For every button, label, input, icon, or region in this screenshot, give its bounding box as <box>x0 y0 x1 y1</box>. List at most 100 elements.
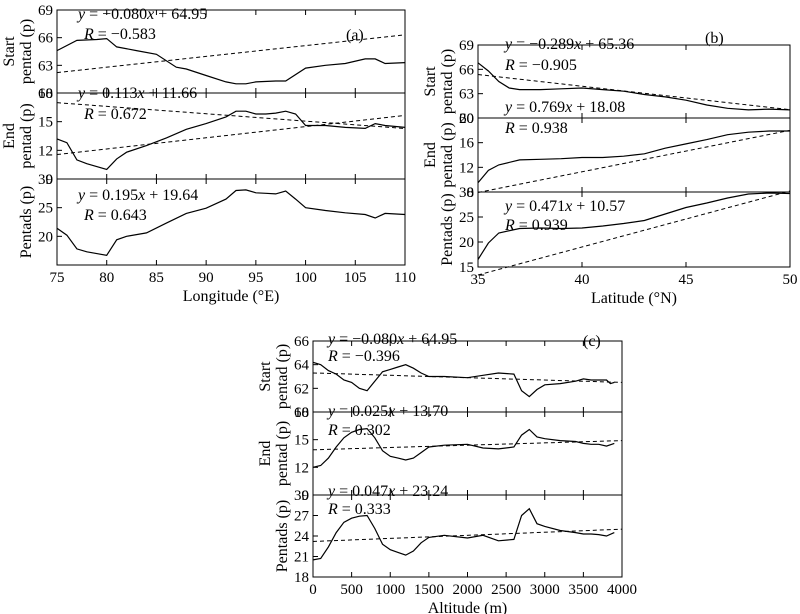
y-tick-label: 24 <box>294 529 310 545</box>
series-line <box>312 427 615 468</box>
y-tick-label: 62 <box>294 381 309 397</box>
x-tick-label: 85 <box>149 270 164 286</box>
x-tick-label: 95 <box>248 270 263 286</box>
correlation-label: R = −0.583 <box>83 26 156 43</box>
panel-label: (b) <box>705 30 724 47</box>
y-tick-label: 63 <box>459 87 474 103</box>
subplot-frame <box>56 178 406 266</box>
x-tick-label: 35 <box>471 272 486 288</box>
series-line <box>312 507 615 561</box>
series-line <box>477 62 791 111</box>
x-tick-label: 4000 <box>607 582 637 598</box>
y-tick-label: 18 <box>294 405 309 421</box>
y-tick-label: 60 <box>459 111 474 127</box>
y-axis-label: Start <box>422 66 439 97</box>
x-tick-label: 3500 <box>568 582 598 598</box>
y-axis-label: pentad (p) <box>18 19 35 84</box>
correlation-label: R = 0.643 <box>83 207 147 224</box>
y-tick-label: 9 <box>302 488 310 504</box>
y-tick-label: 15 <box>294 433 309 449</box>
y-axis-label: End <box>257 441 274 467</box>
y-tick-label: 64 <box>294 358 310 374</box>
trend-line <box>56 34 406 74</box>
series-line <box>56 110 406 171</box>
y-tick-label: 63 <box>38 58 53 74</box>
trend-line <box>56 102 406 130</box>
regression-equation: y = 0.025x + 13.70 <box>326 403 448 420</box>
x-tick-label: 0 <box>309 582 317 598</box>
regression-equation: y = 0.195x + 19.64 <box>76 187 198 204</box>
y-tick-label: 66 <box>459 62 475 78</box>
y-tick-label: 15 <box>459 260 474 276</box>
correlation-label: R = 0.302 <box>327 422 391 439</box>
x-tick-label: 45 <box>679 272 694 288</box>
y-axis-label: pentad (p) <box>274 421 291 486</box>
trend-line <box>312 528 623 542</box>
x-tick-label: 40 <box>575 272 590 288</box>
regression-equation: y = 0.047x + 23.24 <box>326 483 448 500</box>
correlation-label: R = 0.333 <box>327 501 391 518</box>
y-tick-label: 21 <box>294 550 309 566</box>
y-tick-label: 66 <box>38 31 54 47</box>
regression-equation: y = −0.289x + 65.36 <box>503 36 634 53</box>
x-tick-label: 50 <box>783 272 798 288</box>
y-tick-label: 30 <box>38 172 53 188</box>
correlation-label: R = 0.672 <box>83 106 147 123</box>
y-tick-label: 66 <box>294 334 310 350</box>
y-tick-label: 20 <box>38 229 53 245</box>
y-axis-label: End <box>422 142 439 168</box>
series-line <box>56 37 406 85</box>
y-axis-label: Start <box>1 36 18 67</box>
y-tick-label: 12 <box>459 160 474 176</box>
y-tick-label: 16 <box>459 136 475 152</box>
x-axis-label: Longitude (°E) <box>183 288 280 305</box>
y-tick-label: 69 <box>38 3 53 19</box>
series-line <box>477 192 791 260</box>
y-tick-label: 12 <box>38 143 53 159</box>
subplot-frame <box>477 191 791 268</box>
correlation-label: R = −0.396 <box>327 348 400 365</box>
x-tick-label: 110 <box>394 270 416 286</box>
trend-line <box>477 129 791 193</box>
y-tick-label: 60 <box>38 86 53 102</box>
panel-label: (a) <box>346 27 364 44</box>
regression-equation: y = 0.471x + 10.57 <box>503 198 625 215</box>
trend-line <box>477 190 791 276</box>
y-tick-label: 18 <box>294 570 309 586</box>
x-axis-label: Altitude (m) <box>428 600 508 614</box>
regression-equation: y = −0.080x + 64.95 <box>326 331 457 348</box>
series-line <box>56 189 406 256</box>
y-tick-label: 60 <box>294 405 309 421</box>
y-tick-label: 27 <box>294 509 310 525</box>
x-tick-label: 500 <box>340 582 363 598</box>
x-tick-label: 90 <box>199 270 214 286</box>
y-axis-label: Pentads (p) <box>439 193 456 265</box>
y-tick-label: 25 <box>38 201 53 217</box>
y-tick-label: 20 <box>459 111 474 127</box>
y-tick-label: 69 <box>459 38 474 54</box>
y-axis-label: pentad (p) <box>18 103 35 168</box>
y-tick-label: 9 <box>46 172 54 188</box>
y-tick-label: 25 <box>459 210 474 226</box>
x-tick-label: 80 <box>99 270 114 286</box>
x-tick-label: 2000 <box>453 582 483 598</box>
y-axis-label: pentad (p) <box>439 49 456 114</box>
x-tick-label: 100 <box>294 270 317 286</box>
regression-equation: y = −0.080x + 64.95 <box>76 6 207 23</box>
y-tick-label: 15 <box>38 115 53 131</box>
x-axis-label: Latitude (°N) <box>591 290 677 307</box>
series-line <box>477 130 790 184</box>
trend-line <box>312 440 623 451</box>
correlation-label: R = 0.939 <box>504 217 568 234</box>
correlation-label: R = 0.938 <box>504 120 568 137</box>
y-tick-label: 18 <box>38 86 53 102</box>
regression-equation: y = 0.769x + 18.08 <box>503 99 625 116</box>
y-tick-label: 8 <box>467 185 475 201</box>
y-tick-label: 20 <box>459 235 474 251</box>
correlation-label: R = −0.905 <box>504 57 577 74</box>
x-tick-label: 1000 <box>375 582 405 598</box>
y-axis-label: End <box>1 123 18 149</box>
y-axis-label: pentad (p) <box>439 122 456 187</box>
y-axis-label: Start <box>257 361 274 392</box>
